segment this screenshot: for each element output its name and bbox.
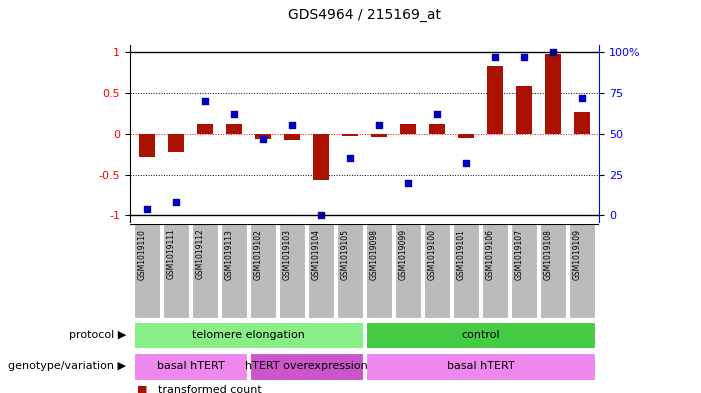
Text: GSM1019102: GSM1019102 xyxy=(254,229,263,279)
Bar xyxy=(308,224,334,318)
Bar xyxy=(366,224,392,318)
Point xyxy=(374,122,385,129)
Text: GSM1019111: GSM1019111 xyxy=(167,229,176,279)
Bar xyxy=(134,224,160,318)
Bar xyxy=(168,134,184,152)
Text: GSM1019112: GSM1019112 xyxy=(196,229,205,279)
Text: GSM1019099: GSM1019099 xyxy=(399,229,408,280)
Point xyxy=(170,199,182,206)
Text: ■: ■ xyxy=(137,385,147,393)
Bar xyxy=(540,224,566,318)
Text: protocol ▶: protocol ▶ xyxy=(69,330,126,340)
Bar xyxy=(424,224,450,318)
Text: telomere elongation: telomere elongation xyxy=(192,330,305,340)
Text: GSM1019108: GSM1019108 xyxy=(544,229,553,279)
Bar xyxy=(134,322,363,348)
Text: transformed count: transformed count xyxy=(158,385,261,393)
Bar xyxy=(545,54,561,134)
Bar xyxy=(284,134,300,140)
Text: GSM1019106: GSM1019106 xyxy=(486,229,495,280)
Text: GSM1019103: GSM1019103 xyxy=(283,229,292,280)
Bar xyxy=(429,124,445,134)
Bar xyxy=(574,112,590,134)
Point xyxy=(547,49,559,55)
Point xyxy=(344,155,355,161)
Bar xyxy=(337,224,363,318)
Text: basal hTERT: basal hTERT xyxy=(447,362,515,371)
Point xyxy=(518,53,529,60)
Text: basal hTERT: basal hTERT xyxy=(157,362,224,371)
Bar xyxy=(139,134,155,156)
Text: genotype/variation ▶: genotype/variation ▶ xyxy=(8,362,126,371)
Point xyxy=(287,122,298,129)
Bar xyxy=(197,124,213,134)
Point xyxy=(489,53,501,60)
Text: GSM1019100: GSM1019100 xyxy=(428,229,437,280)
Point xyxy=(402,180,414,186)
Bar xyxy=(487,66,503,134)
Bar xyxy=(371,134,387,137)
Bar xyxy=(366,353,595,380)
Bar xyxy=(511,224,537,318)
Point xyxy=(229,111,240,117)
Text: GSM1019105: GSM1019105 xyxy=(341,229,350,280)
Text: GSM1019109: GSM1019109 xyxy=(573,229,582,280)
Bar xyxy=(366,322,595,348)
Bar xyxy=(221,224,247,318)
Point xyxy=(576,94,587,101)
Text: GSM1019098: GSM1019098 xyxy=(370,229,379,280)
Bar xyxy=(192,224,218,318)
Bar xyxy=(250,224,276,318)
Point xyxy=(142,206,153,212)
Bar xyxy=(482,224,508,318)
Point xyxy=(431,111,442,117)
Bar xyxy=(255,134,271,140)
Bar xyxy=(226,124,242,134)
Point xyxy=(315,212,327,219)
Point xyxy=(461,160,472,166)
Text: GSM1019104: GSM1019104 xyxy=(312,229,321,280)
Text: GSM1019110: GSM1019110 xyxy=(138,229,147,279)
Text: GDS4964 / 215169_at: GDS4964 / 215169_at xyxy=(288,7,441,22)
Text: control: control xyxy=(461,330,500,340)
Text: GSM1019113: GSM1019113 xyxy=(225,229,234,279)
Point xyxy=(200,98,211,104)
Bar xyxy=(569,224,595,318)
Bar xyxy=(134,353,247,380)
Bar xyxy=(516,86,532,134)
Bar xyxy=(250,353,363,380)
Bar xyxy=(279,224,305,318)
Bar xyxy=(453,224,479,318)
Bar xyxy=(163,224,189,318)
Text: GSM1019101: GSM1019101 xyxy=(457,229,466,279)
Text: hTERT overexpression: hTERT overexpression xyxy=(245,362,368,371)
Bar xyxy=(313,134,329,180)
Text: GSM1019107: GSM1019107 xyxy=(515,229,524,280)
Bar xyxy=(395,224,421,318)
Bar xyxy=(458,134,474,138)
Bar xyxy=(400,124,416,134)
Bar xyxy=(342,134,358,136)
Point xyxy=(257,135,268,141)
